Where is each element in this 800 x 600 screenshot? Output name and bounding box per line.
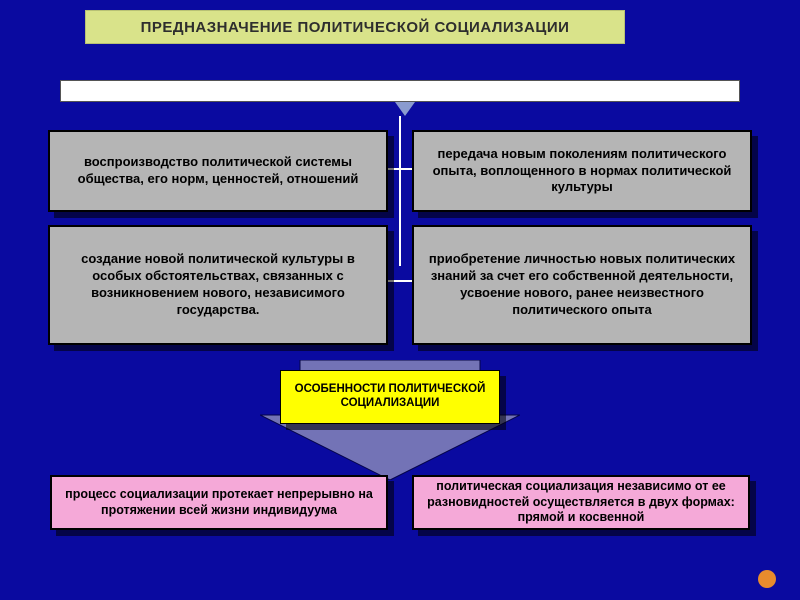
box-text: создание новой политической культуры в о… xyxy=(60,251,376,319)
features-label-text: ОСОБЕННОСТИ ПОЛИТИЧЕСКОЙ СОЦИАЛИЗАЦИИ xyxy=(291,383,489,411)
box-text: воспроизводство политической системы общ… xyxy=(60,154,376,188)
purpose-box-top-right: передача новым поколениям политического … xyxy=(412,130,752,212)
arrow-down-icon xyxy=(395,102,415,116)
box-text: процесс социализации протекает непрерывн… xyxy=(62,487,376,518)
feature-box-right: политическая социализация независимо от … xyxy=(412,475,750,530)
white-divider-bar xyxy=(60,80,740,102)
purpose-box-top-left: воспроизводство политической системы общ… xyxy=(48,130,388,212)
purpose-box-mid-right: приобретение личностью новых политически… xyxy=(412,225,752,345)
title-text: ПРЕДНАЗНАЧЕНИЕ ПОЛИТИЧЕСКОЙ СОЦИАЛИЗАЦИИ xyxy=(141,19,570,36)
purpose-box-mid-left: создание новой политической культуры в о… xyxy=(48,225,388,345)
features-label-box: ОСОБЕННОСТИ ПОЛИТИЧЕСКОЙ СОЦИАЛИЗАЦИИ xyxy=(280,370,500,424)
feature-box-left: процесс социализации протекает непрерывн… xyxy=(50,475,388,530)
connector-vertical xyxy=(399,116,401,266)
nav-dot-icon[interactable] xyxy=(758,570,776,588)
box-text: политическая социализация независимо от … xyxy=(424,479,738,526)
box-text: передача новым поколениям политического … xyxy=(424,146,740,197)
slide-title: ПРЕДНАЗНАЧЕНИЕ ПОЛИТИЧЕСКОЙ СОЦИАЛИЗАЦИИ xyxy=(85,10,625,44)
box-text: приобретение личностью новых политически… xyxy=(424,251,740,319)
